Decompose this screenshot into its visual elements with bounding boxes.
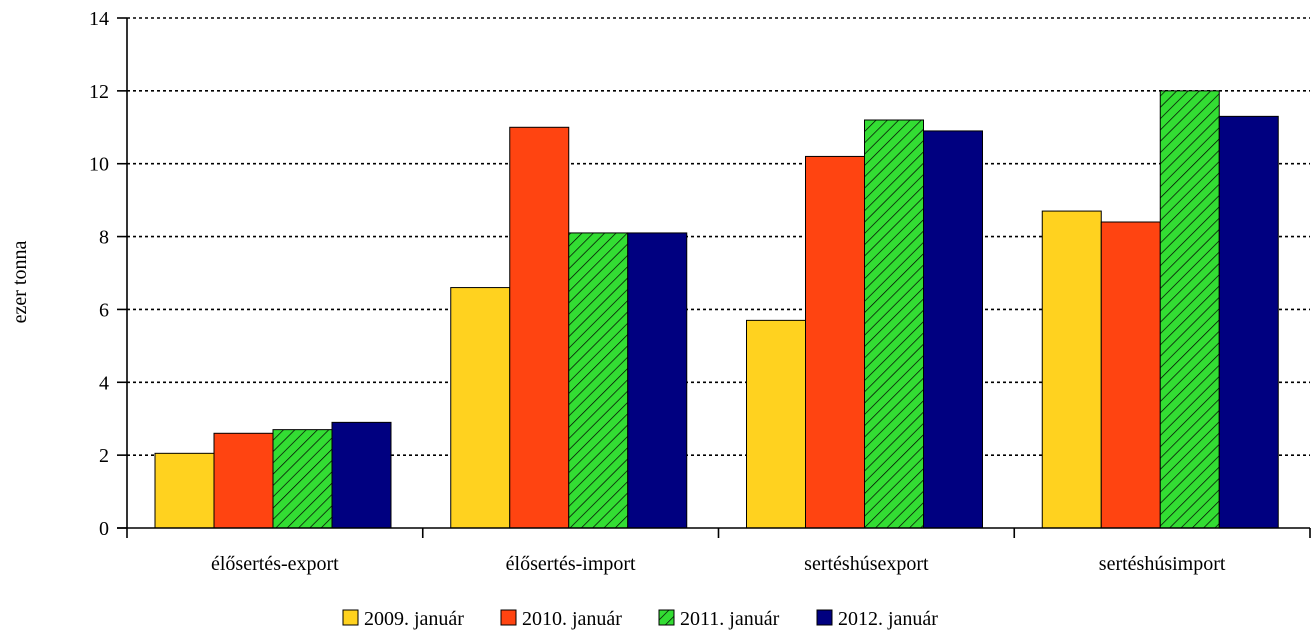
legend-item: 2009. január [342, 608, 464, 630]
bar [1100, 221, 1161, 529]
bar [864, 119, 924, 529]
bars [154, 90, 1279, 529]
legend: 2009. január 2010. január 2011. január 2012… [342, 608, 938, 630]
bar [450, 287, 511, 529]
y-tick-label: 12 [89, 81, 109, 103]
bar [923, 130, 983, 529]
y-tick-label: 0 [99, 518, 109, 540]
y-tick-label: 8 [99, 227, 109, 249]
bar [1218, 115, 1279, 529]
y-tick-label: 6 [99, 299, 109, 321]
x-tick-label: sertéshúsimport [1099, 553, 1226, 575]
bar [331, 421, 392, 529]
bar [568, 232, 629, 529]
bar [509, 126, 570, 529]
bar [1159, 90, 1220, 529]
legend-label: 2012. január [838, 608, 938, 630]
y-tick-label: 10 [89, 154, 109, 176]
bar [1041, 210, 1102, 529]
legend-swatch [658, 609, 675, 626]
legend-swatch [816, 609, 833, 626]
legend-item: 2012. január [816, 608, 938, 630]
legend-label: 2011. január [680, 608, 780, 630]
bar [154, 452, 215, 529]
legend-label: 2010. január [522, 608, 622, 630]
bar [627, 232, 688, 529]
legend-item: 2010. január [500, 608, 622, 630]
bar [805, 155, 865, 529]
legend-swatch [342, 609, 359, 626]
legend-item: 2011. január [658, 608, 780, 630]
x-tick-label: sertéshúsexport [804, 553, 929, 575]
bar [272, 429, 333, 529]
y-tick-label: 14 [89, 8, 109, 30]
legend-label: 2009. január [364, 608, 464, 630]
legend-swatch [500, 609, 517, 626]
bar [746, 319, 806, 529]
x-tick-label: élősertés-import [506, 553, 636, 575]
bar [213, 432, 274, 529]
y-tick-label: 4 [99, 372, 109, 394]
x-tick-label: élősertés-export [211, 553, 339, 575]
axes: 0 2 4 6 8 10 12 14 élősertés-export élősertés-imp… [89, 8, 1311, 575]
y-axis-label: ezer tonna [9, 241, 31, 324]
y-tick-label: 2 [99, 445, 109, 467]
